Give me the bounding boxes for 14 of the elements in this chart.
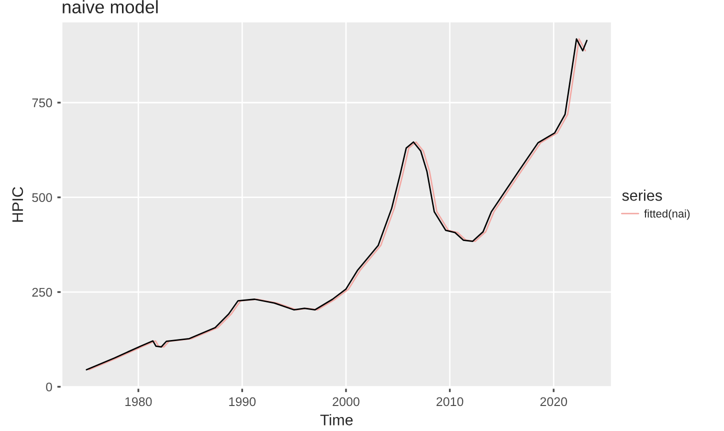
y-tick-label: 0	[46, 382, 52, 392]
y-tick-label: 500	[32, 193, 52, 202]
x-tick-label: 2010	[436, 397, 464, 406]
legend-label: fitted(nai)	[644, 209, 690, 220]
y-tick-label: 250	[32, 288, 52, 297]
y-axis-title: HPIC	[12, 187, 24, 222]
x-tick-label: 1980	[125, 397, 152, 406]
y-tick-label: 750	[32, 98, 52, 108]
chart-title: naive model	[62, 0, 158, 14]
legend-title: series	[622, 190, 662, 201]
x-tick-label: 2000	[332, 397, 360, 406]
x-tick-label: 1990	[229, 397, 256, 406]
x-axis-title: Time	[320, 414, 353, 426]
x-tick-label: 2020	[540, 397, 568, 406]
